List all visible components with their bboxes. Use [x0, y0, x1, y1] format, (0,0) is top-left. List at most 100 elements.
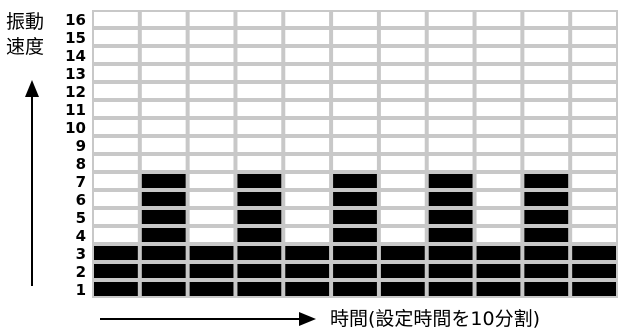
bar-cell-col10-level7: [524, 174, 569, 188]
empty-cell-col7-level8: [380, 156, 425, 170]
bar-cell-col8-level4: [428, 228, 473, 242]
empty-cell-col6-level8: [333, 156, 377, 170]
empty-cell-col5-level16: [285, 12, 330, 26]
bar-cell-col10-level2: [524, 264, 569, 278]
empty-cell-col4-level11: [237, 102, 282, 116]
bar-cell-col4-level3: [237, 246, 282, 260]
empty-cell-col6-level9: [333, 138, 377, 152]
empty-cell-col2-level13: [141, 66, 186, 80]
empty-cell-col7-level4: [380, 228, 425, 242]
bar-cell-col7-level1: [380, 282, 425, 296]
y-tick-label: 9: [76, 137, 86, 155]
empty-cell-col10-level15: [524, 30, 569, 44]
empty-cell-col11-level5: [572, 210, 616, 224]
empty-cell-col4-level16: [237, 12, 282, 26]
empty-cell-col2-level9: [141, 138, 186, 152]
bar-cell-col11-level2: [572, 264, 616, 278]
empty-cell-col3-level16: [189, 12, 234, 26]
empty-cell-col3-level10: [189, 120, 234, 134]
bar-cell-col8-level5: [428, 210, 473, 224]
empty-cell-col4-level14: [237, 48, 282, 62]
empty-cell-col1-level10: [94, 120, 138, 134]
bar-cell-col2-level2: [141, 264, 186, 278]
y-tick-label: 11: [65, 101, 86, 119]
empty-cell-col9-level10: [476, 120, 521, 134]
empty-cell-col7-level13: [380, 66, 425, 80]
bar-cell-col2-level6: [141, 192, 186, 206]
empty-cell-col3-level4: [189, 228, 234, 242]
bar-cell-col5-level2: [285, 264, 330, 278]
empty-cell-col11-level16: [572, 12, 616, 26]
bar-cell-col8-level1: [428, 282, 473, 296]
bar-cell-col10-level4: [524, 228, 569, 242]
empty-cell-col7-level11: [380, 102, 425, 116]
y-tick-label: 10: [65, 119, 86, 137]
empty-cell-col10-level12: [524, 84, 569, 98]
empty-cell-col3-level14: [189, 48, 234, 62]
empty-cell-col5-level6: [285, 192, 330, 206]
bar-cell-col8-level6: [428, 192, 473, 206]
bar-cell-col8-level3: [428, 246, 473, 260]
empty-cell-col3-level12: [189, 84, 234, 98]
bar-cell-col10-level5: [524, 210, 569, 224]
bar-cell-col4-level7: [237, 174, 282, 188]
empty-cell-col7-level5: [380, 210, 425, 224]
y-tick-label: 6: [76, 191, 86, 209]
empty-cell-col6-level12: [333, 84, 377, 98]
empty-cell-col1-level7: [94, 174, 138, 188]
y-tick-label: 12: [65, 83, 86, 101]
y-tick-label: 3: [76, 245, 86, 263]
empty-cell-col9-level9: [476, 138, 521, 152]
empty-cell-col2-level11: [141, 102, 186, 116]
empty-cell-col5-level5: [285, 210, 330, 224]
bar-cell-col1-level3: [94, 246, 138, 260]
empty-cell-col6-level13: [333, 66, 377, 80]
bar-cell-col2-level1: [141, 282, 186, 296]
bar-cell-col4-level5: [237, 210, 282, 224]
empty-cell-col11-level15: [572, 30, 616, 44]
empty-cell-col9-level16: [476, 12, 521, 26]
bar-cell-col6-level3: [333, 246, 377, 260]
y-tick-label: 13: [65, 65, 86, 83]
empty-cell-col2-level14: [141, 48, 186, 62]
bar-cell-col7-level3: [380, 246, 425, 260]
empty-cell-col7-level16: [380, 12, 425, 26]
empty-cell-col8-level11: [428, 102, 473, 116]
empty-cell-col7-level15: [380, 30, 425, 44]
empty-cell-col9-level14: [476, 48, 521, 62]
empty-cell-col4-level13: [237, 66, 282, 80]
bar-cell-col6-level6: [333, 192, 377, 206]
empty-cell-col1-level11: [94, 102, 138, 116]
empty-cell-col10-level14: [524, 48, 569, 62]
empty-cell-col8-level12: [428, 84, 473, 98]
bar-cell-col4-level6: [237, 192, 282, 206]
empty-cell-col9-level7: [476, 174, 521, 188]
up-arrow-icon: [25, 80, 39, 97]
y-tick-label: 15: [65, 29, 86, 47]
right-arrow-icon: [299, 312, 316, 326]
empty-cell-col3-level5: [189, 210, 234, 224]
bar-cell-col2-level7: [141, 174, 186, 188]
empty-cell-col6-level11: [333, 102, 377, 116]
empty-cell-col8-level8: [428, 156, 473, 170]
empty-cell-col6-level15: [333, 30, 377, 44]
empty-cell-col10-level9: [524, 138, 569, 152]
bar-cell-col7-level2: [380, 264, 425, 278]
empty-cell-col7-level7: [380, 174, 425, 188]
empty-cell-col9-level5: [476, 210, 521, 224]
empty-cell-col8-level10: [428, 120, 473, 134]
empty-cell-col3-level9: [189, 138, 234, 152]
bar-cell-col5-level3: [285, 246, 330, 260]
empty-cell-col5-level9: [285, 138, 330, 152]
empty-cell-col8-level9: [428, 138, 473, 152]
bar-cell-col2-level3: [141, 246, 186, 260]
empty-cell-col11-level6: [572, 192, 616, 206]
bar-cell-col9-level2: [476, 264, 521, 278]
x-axis-label: 時間(設定時間を10分割): [330, 308, 541, 330]
empty-cell-col5-level12: [285, 84, 330, 98]
empty-cell-col4-level8: [237, 156, 282, 170]
bar-cell-col11-level3: [572, 246, 616, 260]
empty-cell-col5-level10: [285, 120, 330, 134]
empty-cell-col1-level13: [94, 66, 138, 80]
